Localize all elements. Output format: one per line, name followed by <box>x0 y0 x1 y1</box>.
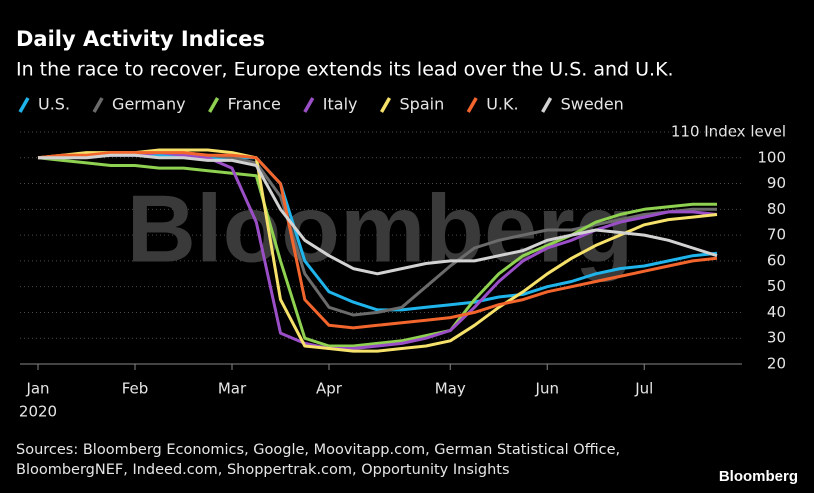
y-tick-label: 80 <box>767 200 786 218</box>
x-tick-label: Jun <box>535 380 559 398</box>
chart-subtitle: In the race to recover, Europe extends i… <box>16 59 674 81</box>
legend-swatch <box>18 97 30 113</box>
y-tick-label: 20 <box>767 355 786 373</box>
series-line <box>37 156 717 348</box>
y-tick-label: 100 <box>757 148 786 166</box>
x-tick-label: Mar <box>218 380 247 398</box>
y-tick-label: 70 <box>767 226 786 244</box>
brand: Bloomberg <box>719 468 798 485</box>
x-tick-label: Jul <box>634 380 653 398</box>
series-line <box>37 151 718 330</box>
legend-label: Italy <box>323 95 358 114</box>
legend-swatch <box>208 97 220 113</box>
legend-swatch <box>92 97 104 113</box>
series-line <box>37 148 718 353</box>
legend-label: Germany <box>112 95 186 114</box>
legend-swatch <box>466 97 478 113</box>
legend-swatch <box>541 97 553 113</box>
legend-swatch <box>303 97 315 113</box>
x-year-label: 2020 <box>19 403 57 421</box>
y-tick-label: 50 <box>767 277 786 295</box>
chart-title: Daily Activity Indices <box>16 27 265 51</box>
y-tick-label: 60 <box>767 251 786 269</box>
legend-label: Spain <box>400 95 445 114</box>
x-tick-label: Feb <box>122 380 149 398</box>
series-line <box>38 153 718 312</box>
y-tick-label: 40 <box>767 303 786 321</box>
legend-label: France <box>228 95 281 114</box>
y-tick-label: 30 <box>767 329 786 347</box>
series-line <box>38 153 718 276</box>
legend-label: Sweden <box>561 95 624 114</box>
legend-swatch <box>379 97 392 113</box>
y-tick-label: 90 <box>767 174 786 192</box>
x-tick-label: Jan <box>25 380 49 398</box>
legend-label: U.S. <box>38 95 70 114</box>
x-tick-label: May <box>435 380 466 398</box>
sources: Sources: Bloomberg Economics, Google, Mo… <box>16 442 620 458</box>
x-tick-label: Apr <box>316 380 343 398</box>
sources: BloombergNEF, Indeed.com, Shoppertrak.co… <box>16 462 510 478</box>
legend-label: U.K. <box>486 95 518 114</box>
